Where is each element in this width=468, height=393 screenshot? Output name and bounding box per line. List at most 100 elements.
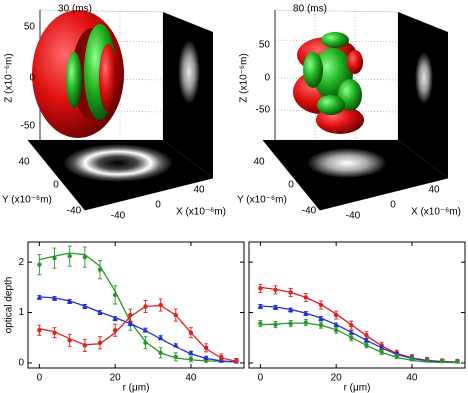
data-point	[203, 345, 209, 351]
axis-edge	[262, 139, 321, 211]
fit-curve	[39, 296, 237, 363]
data-point	[258, 286, 263, 291]
y-tick-label: 0	[53, 180, 59, 191]
x-tick-label: -40	[346, 211, 361, 222]
data-point	[273, 322, 278, 327]
panel-title: 30 (ms)	[58, 4, 92, 15]
y-axis-label: Y (x10⁻⁶m)	[2, 195, 52, 206]
red-inner	[99, 44, 117, 112]
data-point	[379, 349, 384, 355]
x-tick-label: 0	[155, 200, 161, 211]
data-point	[142, 327, 149, 333]
wall-grid	[39, 109, 164, 113]
data-point	[67, 338, 72, 343]
x-tick-label: 40	[193, 185, 205, 196]
data-point	[37, 262, 42, 267]
data-point	[112, 315, 118, 321]
x-axis-label: r (μm)	[123, 383, 150, 393]
z-tick-label: 50	[259, 40, 271, 51]
red-lobe	[347, 50, 363, 74]
data-point	[288, 290, 293, 295]
data-point	[37, 328, 42, 333]
data-point	[172, 342, 179, 348]
x-tick-label: 40	[185, 373, 197, 384]
y-tick-label: 0	[18, 358, 24, 369]
data-point	[455, 359, 460, 364]
z-axis-label: Z (x10⁻⁶m)	[239, 53, 250, 102]
wall-grid	[39, 39, 164, 43]
data-point	[112, 292, 118, 298]
x-axis-label: X (x10⁻⁶m)	[176, 207, 226, 218]
data-point	[349, 322, 354, 328]
data-point	[349, 335, 354, 340]
data-point	[188, 356, 194, 362]
fit-curve	[39, 304, 237, 363]
data-point	[158, 350, 163, 356]
plot-frame	[27, 241, 245, 369]
data-point	[333, 312, 339, 318]
data-point	[303, 320, 309, 325]
x-axis-label: r (μm)	[344, 383, 371, 393]
z-axis-label: Z (x10⁻⁶m)	[4, 53, 15, 102]
data-point	[318, 315, 324, 321]
data-point	[51, 295, 58, 301]
data-point	[364, 333, 369, 338]
floor-blob	[307, 148, 387, 178]
data-point	[318, 302, 324, 308]
side-projection-blob	[415, 52, 433, 104]
data-point	[173, 354, 178, 360]
data-point	[288, 321, 293, 326]
data-point	[82, 343, 88, 348]
data-point	[303, 295, 309, 300]
x-tick-label: 40	[406, 373, 418, 384]
data-point	[157, 334, 164, 340]
data-point	[52, 255, 57, 261]
x-tick-label: -40	[111, 211, 126, 222]
x-tick-label: 40	[428, 185, 440, 196]
green-lobe	[303, 52, 323, 88]
x-axis-label: X (x10⁻⁶m)	[411, 207, 461, 218]
data-point	[363, 337, 370, 343]
data-point	[127, 320, 134, 326]
data-point	[424, 358, 430, 363]
x-tick-label: 20	[110, 373, 122, 384]
data-point	[333, 328, 339, 333]
fit-curve	[39, 252, 237, 363]
fit-curve	[260, 305, 458, 364]
side-projection-blob	[178, 40, 200, 104]
axis-edge	[319, 177, 449, 211]
z-tick-label: -50	[21, 121, 36, 132]
floor-ring	[63, 144, 173, 182]
rendering-panel: 30 (ms) 50 0 -50 Z (x10⁻⁶m) 40 0 -40 Y (x10⁻⁶m) -…	[2, 4, 226, 222]
data-point	[273, 287, 278, 293]
data-point	[348, 329, 355, 335]
y-tick-label: 40	[253, 157, 265, 168]
data-point	[36, 294, 43, 300]
data-point	[67, 253, 72, 259]
data-point	[257, 303, 264, 309]
data-point	[378, 344, 385, 350]
data-point	[52, 330, 57, 335]
y-tick-label: 1	[18, 307, 24, 318]
z-tick-label: 50	[24, 22, 36, 33]
data-point	[219, 354, 224, 360]
data-point	[97, 309, 103, 315]
data-point	[143, 340, 148, 345]
wall-grid	[274, 77, 399, 81]
data-point	[66, 298, 73, 304]
y-tick-label: 0	[288, 180, 294, 191]
data-point	[203, 354, 209, 360]
x-tick-label: 0	[37, 373, 43, 384]
data-point	[128, 312, 133, 318]
data-point	[158, 302, 163, 308]
x-tick-label: 20	[331, 373, 343, 384]
data-point	[82, 303, 88, 309]
z-tick-label: -50	[256, 105, 271, 116]
data-point	[188, 330, 194, 335]
axis-edge	[27, 139, 86, 211]
y-tick-label: 40	[18, 157, 30, 168]
data-point	[97, 267, 103, 272]
z-tick-label: 0	[264, 73, 270, 84]
data-point	[440, 358, 445, 364]
